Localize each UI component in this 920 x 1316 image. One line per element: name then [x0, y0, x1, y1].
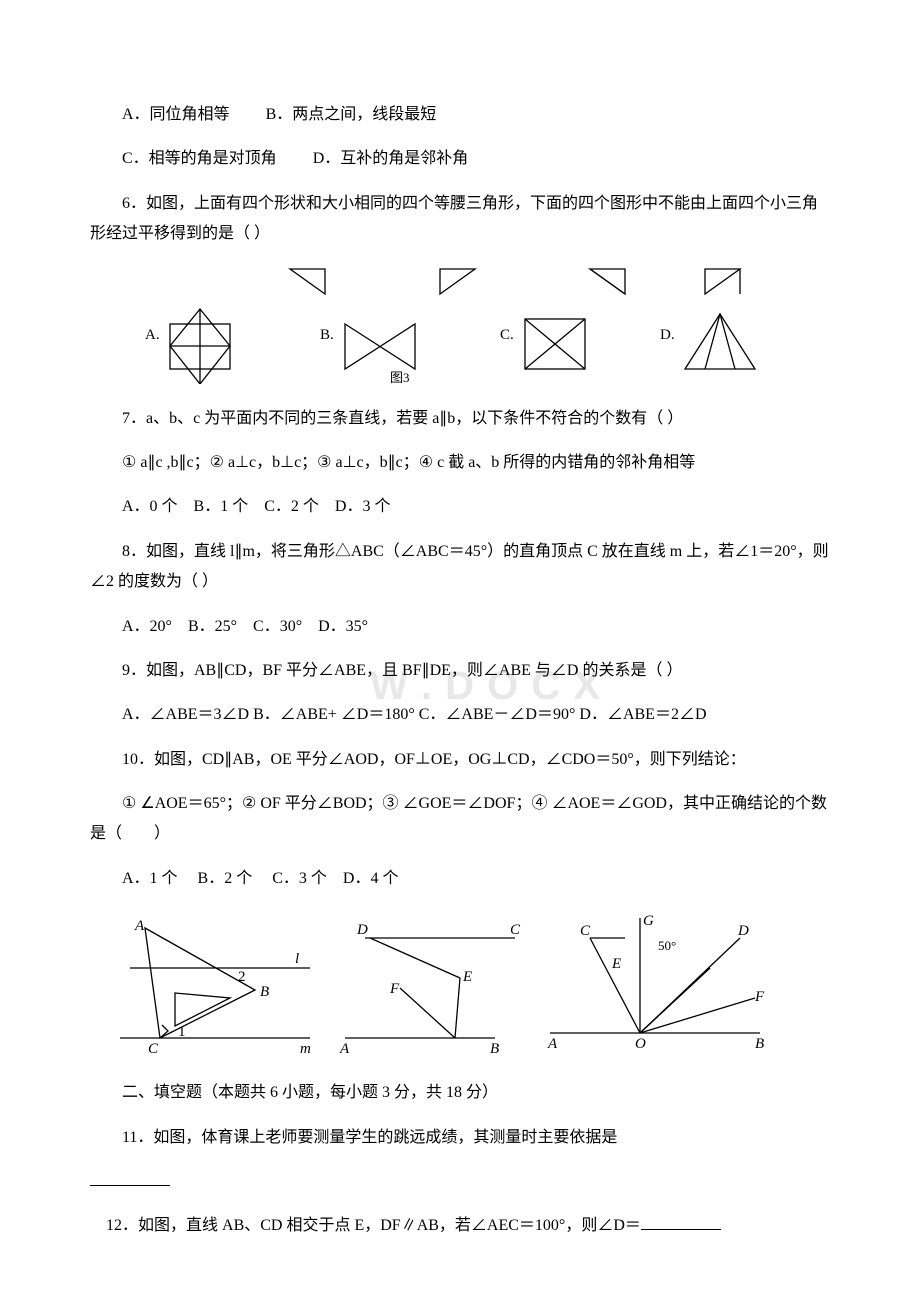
q5-optC: C．相等的角是对顶角: [122, 150, 277, 167]
q12-blank: [641, 1213, 721, 1230]
svg-text:F: F: [389, 981, 400, 997]
svg-text:B: B: [490, 1041, 499, 1057]
q8-text: 8．如图，直线 l∥m，将三角形△ABC（∠ABC＝45°）的直角顶点 C 放在…: [90, 537, 830, 598]
svg-text:F: F: [754, 989, 765, 1005]
svg-text:G: G: [643, 913, 654, 929]
q5-options-line1: A．同位角相等 B．两点之间，线段最短: [90, 100, 830, 130]
svg-text:B: B: [755, 1036, 764, 1052]
q7-text: 7．a、b、c 为平面内不同的三条直线，若要 a∥b，以下条件不符合的个数有（ …: [90, 404, 830, 434]
svg-text:B.: B.: [320, 327, 334, 343]
svg-text:C: C: [148, 1041, 159, 1057]
svg-text:1: 1: [178, 1024, 186, 1040]
q6-figure: A. B. 图3 C.: [90, 264, 830, 384]
svg-text:E: E: [462, 969, 472, 985]
svg-text:A: A: [339, 1041, 350, 1057]
q6-text: 6．如图，上面有四个形状和大小相同的四个等腰三角形，下面的四个图形中不能由上面四…: [90, 189, 830, 250]
svg-text:A: A: [134, 918, 145, 934]
q11-stem: 11．如图，体育课上老师要测量学生的跳远成绩，其测量时主要依据是: [122, 1129, 617, 1146]
section2-header: 二、填空题（本题共 6 小题，每小题 3 分，共 18 分）: [90, 1078, 830, 1108]
q11-blank: [90, 1169, 170, 1186]
q5-optD: D．互补的角是邻补角: [313, 150, 469, 167]
q12-stem: 12．如图，直线 AB、CD 相交于点 E，DF∥AB，若∠AEC＝100°，则…: [106, 1217, 641, 1234]
svg-text:D: D: [737, 923, 749, 939]
q7-conds: ① a∥c ,b∥c；② a⊥c，b⊥c；③ a⊥c，b∥c；④ c 截 a、b…: [90, 448, 830, 478]
svg-text:C.: C.: [500, 327, 514, 343]
q10-opts: A．1 个 B．2 个 C．3 个 D．4 个: [90, 864, 830, 894]
q7-opts: A．0 个 B．1 个 C．2 个 D．3 个: [90, 492, 830, 522]
svg-text:50°: 50°: [658, 938, 676, 953]
svg-text:B: B: [260, 984, 269, 1000]
q9-text: 9．如图，AB∥CD，BF 平分∠ABE，且 BF∥DE，则∠ABE 与∠D 的…: [90, 656, 830, 686]
svg-text:A: A: [547, 1036, 558, 1052]
q12-text: 12．如图，直线 AB、CD 相交于点 E，DF∥AB，若∠AEC＝100°，则…: [90, 1211, 830, 1241]
q5-optB: B．两点之间，线段最短: [266, 106, 437, 123]
svg-text:D.: D.: [660, 327, 675, 343]
q8-opts: A．20° B．25° C．30° D．35°: [90, 612, 830, 642]
svg-text:D: D: [356, 922, 368, 938]
q8-10-figures: l m A B C 2 1: [90, 908, 830, 1058]
svg-text:O: O: [635, 1036, 646, 1052]
svg-text:E: E: [611, 956, 621, 972]
svg-text:C: C: [510, 922, 521, 938]
svg-text:m: m: [300, 1041, 311, 1057]
svg-text:C: C: [580, 923, 591, 939]
q10-text: 10．如图，CD∥AB，OE 平分∠AOD，OF⊥OE，OG⊥CD，∠CDO＝5…: [90, 745, 830, 775]
q11-blank-line: [90, 1167, 830, 1197]
q5-optA: A．同位角相等: [122, 106, 230, 123]
svg-text:2: 2: [238, 969, 246, 985]
svg-text:A.: A.: [145, 327, 160, 343]
q11-text: 11．如图，体育课上老师要测量学生的跳远成绩，其测量时主要依据是: [90, 1123, 830, 1153]
q9-opts: A．∠ABE＝3∠D B．∠ABE+ ∠D＝180° C．∠ABE－∠D＝90°…: [90, 700, 830, 730]
svg-text:l: l: [295, 951, 299, 967]
svg-text:图3: 图3: [390, 370, 410, 384]
q5-options-line2: C．相等的角是对顶角 D．互补的角是邻补角: [90, 144, 830, 174]
q10-conds: ① ∠AOE＝65°；② OF 平分∠BOD；③ ∠GOE＝∠DOF；④ ∠AO…: [90, 789, 830, 850]
